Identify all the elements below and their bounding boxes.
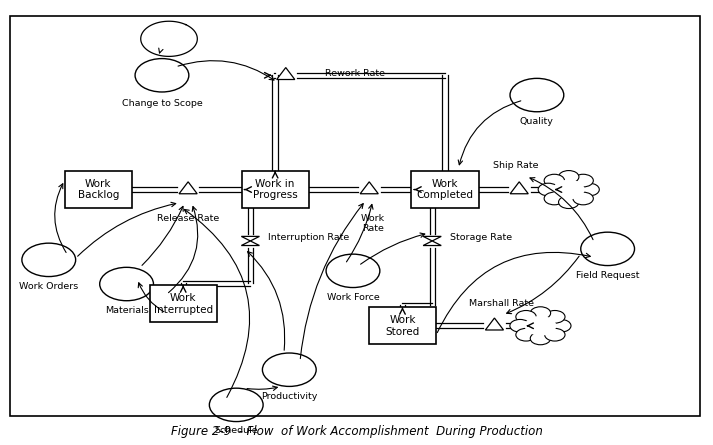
Circle shape: [558, 170, 579, 183]
Polygon shape: [511, 182, 528, 194]
Text: Change to Scope: Change to Scope: [122, 99, 202, 108]
Circle shape: [538, 183, 558, 196]
Circle shape: [326, 254, 380, 287]
Circle shape: [579, 183, 600, 196]
Polygon shape: [486, 318, 503, 330]
Circle shape: [515, 311, 536, 323]
Circle shape: [510, 78, 564, 112]
Circle shape: [210, 388, 263, 421]
Circle shape: [100, 267, 153, 301]
FancyBboxPatch shape: [242, 171, 309, 208]
Circle shape: [573, 174, 593, 187]
Circle shape: [581, 232, 635, 266]
Polygon shape: [241, 236, 260, 241]
Text: Release Rate: Release Rate: [157, 214, 220, 222]
Text: Work Orders: Work Orders: [19, 282, 78, 291]
Polygon shape: [423, 236, 441, 241]
Circle shape: [135, 59, 189, 92]
Text: Work
Rate: Work Rate: [361, 214, 385, 233]
Text: Marshall Rate: Marshall Rate: [469, 299, 534, 308]
Text: Work
Stored: Work Stored: [385, 315, 420, 336]
Circle shape: [530, 332, 550, 345]
FancyBboxPatch shape: [150, 285, 217, 323]
Circle shape: [558, 196, 579, 209]
FancyBboxPatch shape: [411, 171, 478, 208]
Circle shape: [544, 192, 565, 205]
Text: Figure 2-9  - Flow  of Work Accomplishment  During Production: Figure 2-9 - Flow of Work Accomplishment…: [170, 425, 543, 438]
Polygon shape: [360, 182, 379, 194]
Circle shape: [22, 243, 76, 276]
Text: Rework Rate: Rework Rate: [324, 69, 385, 77]
Circle shape: [550, 320, 571, 332]
Circle shape: [553, 180, 585, 199]
Text: Schedule: Schedule: [215, 426, 258, 435]
Text: Work
Completed: Work Completed: [416, 179, 473, 200]
Circle shape: [573, 192, 593, 205]
Text: Work
Interrupted: Work Interrupted: [153, 293, 212, 315]
FancyBboxPatch shape: [369, 307, 436, 344]
Polygon shape: [241, 241, 260, 246]
Circle shape: [510, 320, 530, 332]
Text: Storage Rate: Storage Rate: [450, 233, 512, 242]
Text: Materials: Materials: [105, 306, 148, 315]
Circle shape: [525, 316, 556, 336]
Circle shape: [515, 328, 536, 341]
Text: Quality: Quality: [520, 117, 554, 126]
FancyBboxPatch shape: [65, 171, 132, 208]
Text: Work
Backlog: Work Backlog: [78, 179, 119, 200]
Polygon shape: [277, 68, 294, 80]
Circle shape: [545, 311, 565, 323]
Text: Interruption Rate: Interruption Rate: [268, 233, 349, 242]
Polygon shape: [179, 182, 198, 194]
Circle shape: [545, 328, 565, 341]
Circle shape: [544, 174, 565, 187]
Text: Work in
Progress: Work in Progress: [253, 179, 297, 200]
Circle shape: [262, 353, 316, 386]
Polygon shape: [423, 241, 441, 246]
Text: Work Force: Work Force: [327, 293, 379, 302]
Text: Field Request: Field Request: [576, 271, 640, 280]
Circle shape: [530, 307, 550, 320]
Text: Ship Rate: Ship Rate: [493, 161, 538, 170]
Text: Productivity: Productivity: [261, 392, 317, 401]
